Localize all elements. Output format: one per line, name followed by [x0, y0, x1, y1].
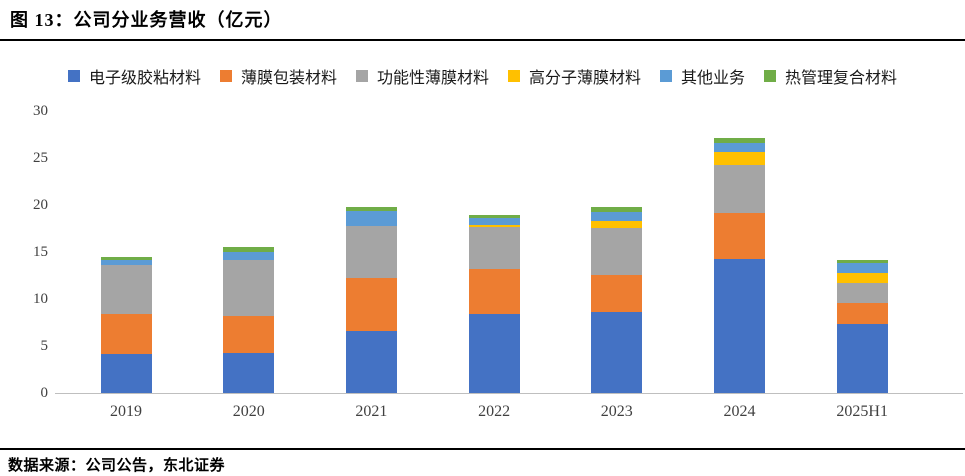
- x-category-label: 2023: [600, 403, 633, 420]
- data-source: 数据来源：公司公告，东北证券: [8, 458, 226, 474]
- bar-segment: [836, 263, 888, 273]
- bar-segment: [468, 268, 520, 315]
- legend-label: 其他业务: [681, 70, 746, 87]
- bar-segment: [836, 283, 888, 303]
- bar-segment: [468, 218, 520, 225]
- legend-item: 电子级胶粘材料: [67, 64, 201, 88]
- x-category-label: 2024: [723, 403, 756, 420]
- bar-segment: [345, 210, 397, 226]
- bar-segment: [223, 260, 275, 316]
- footer-divider: [0, 448, 965, 450]
- bar-segment: [836, 302, 888, 325]
- bar-segment: [468, 226, 520, 269]
- bar-segment: [714, 258, 765, 393]
- legend-item: 其他业务: [660, 64, 745, 88]
- bar-segment: [591, 211, 643, 221]
- legend-swatch-icon: [660, 70, 673, 82]
- legend-swatch-icon: [508, 70, 520, 82]
- y-tick-label: 5: [40, 338, 49, 354]
- x-category-label: 2025H1: [836, 403, 888, 420]
- legend-swatch-icon: [764, 70, 777, 82]
- bar-segment: [100, 256, 152, 260]
- bar-segment: [714, 152, 765, 165]
- bar-segment: [345, 330, 397, 393]
- bar-segment: [100, 265, 152, 315]
- bar-segment: [223, 247, 275, 252]
- bar-segment: [223, 315, 275, 353]
- y-tick-label: 25: [33, 150, 48, 166]
- legend-label: 热管理复合材料: [785, 70, 898, 87]
- bar-segment: [591, 274, 643, 313]
- bar-segment: [100, 314, 152, 354]
- bar-segment: [591, 312, 643, 393]
- legend-label: 高分子薄膜材料: [529, 70, 642, 87]
- bar-segment: [100, 259, 152, 266]
- bar-segment: [591, 220, 643, 228]
- legend-swatch-icon: [67, 70, 80, 82]
- bar-segment: [591, 227, 643, 275]
- bar-segment: [714, 213, 765, 259]
- legend-label: 功能性薄膜材料: [376, 70, 489, 87]
- bar-segment: [345, 206, 397, 211]
- bar-segment: [714, 164, 765, 214]
- y-tick-label: 15: [33, 244, 48, 260]
- y-tick-label: 30: [33, 103, 48, 119]
- bar-segment: [345, 225, 397, 279]
- x-category-label: 2019: [110, 403, 142, 420]
- chart-legend: 电子级胶粘材料 薄膜包装材料 功能性薄膜材料 高分子薄膜材料 其他业务 热管理复合材料: [0, 64, 965, 88]
- x-category-label: 2020: [232, 403, 265, 420]
- bar-segment: [836, 272, 888, 283]
- bar-segment: [836, 259, 888, 264]
- bar-segment: [468, 215, 520, 219]
- legend-item: 薄膜包装材料: [219, 64, 337, 88]
- bar-segment: [345, 278, 397, 331]
- x-category-label: 2022: [478, 403, 511, 420]
- bar-segment: [836, 324, 888, 393]
- bar-segment: [100, 353, 152, 393]
- legend-label: 电子级胶粘材料: [88, 70, 201, 87]
- bar-segment: [223, 352, 275, 393]
- legend-swatch-icon: [219, 70, 232, 82]
- bar-segment: [468, 224, 520, 227]
- figure-title: 图 13：公司分业务营收（亿元）: [10, 10, 283, 30]
- legend-label: 薄膜包装材料: [240, 70, 337, 87]
- bar-segment: [223, 252, 275, 261]
- legend-item: 热管理复合材料: [764, 64, 897, 88]
- y-tick-label: 0: [40, 385, 49, 401]
- x-axis-line: [55, 393, 963, 394]
- x-category-label: 2021: [355, 403, 388, 420]
- title-divider: [0, 39, 965, 41]
- bar-segment: [468, 314, 520, 393]
- legend-swatch-icon: [355, 70, 368, 82]
- y-tick-label: 10: [33, 291, 48, 307]
- bar-segment: [714, 142, 765, 153]
- legend-item: 高分子薄膜材料: [508, 64, 641, 88]
- bar-segment: [591, 206, 643, 212]
- legend-item: 功能性薄膜材料: [355, 64, 489, 88]
- bar-segment: [714, 138, 765, 143]
- y-tick-label: 20: [33, 197, 48, 213]
